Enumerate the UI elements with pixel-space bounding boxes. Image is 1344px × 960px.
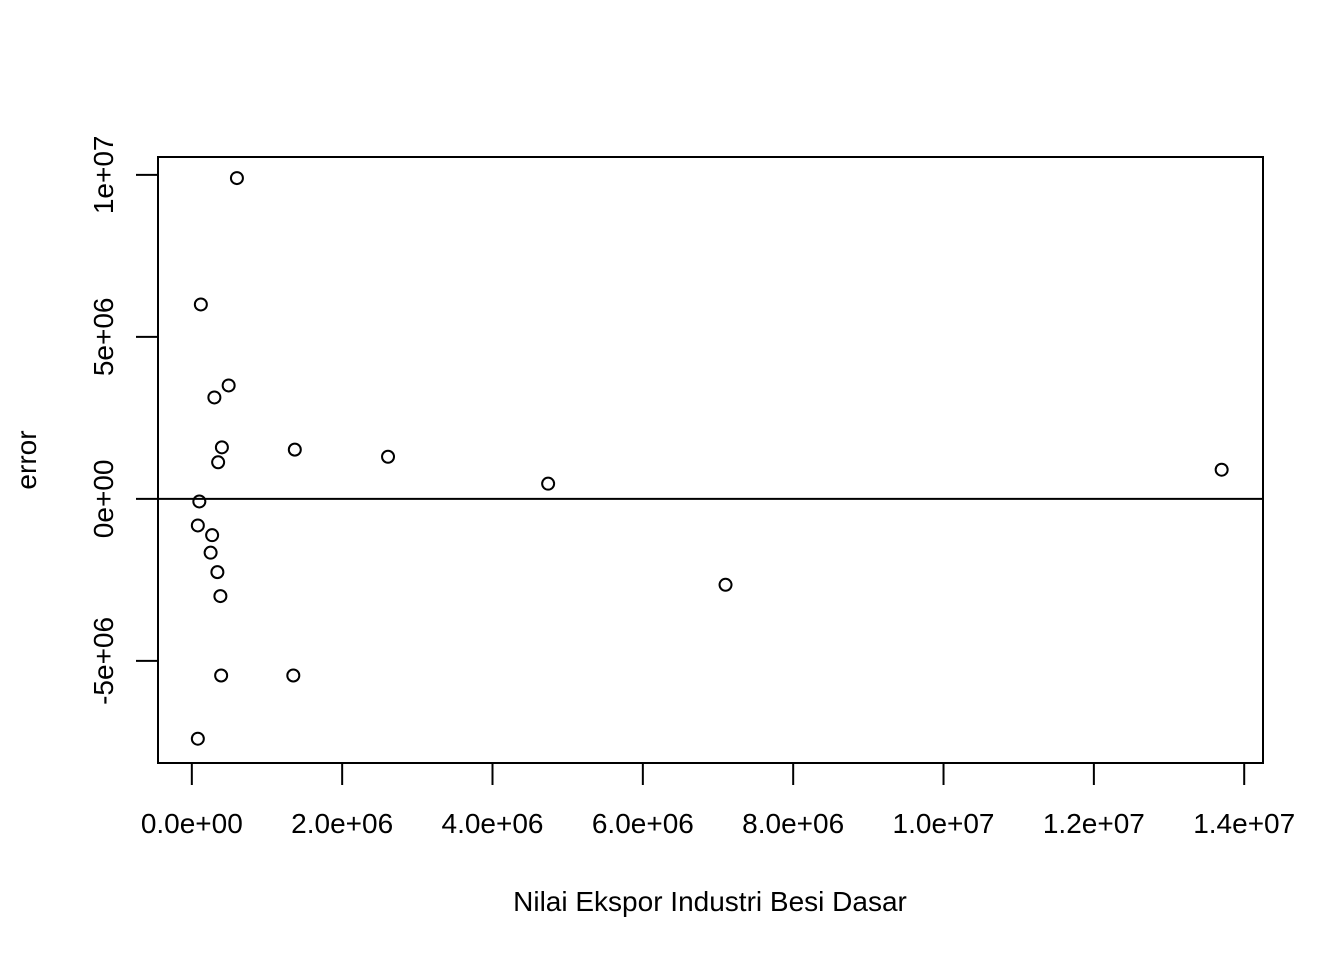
data-point bbox=[203, 545, 218, 560]
data-point bbox=[193, 297, 208, 312]
y-tick-label: 5e+06 bbox=[88, 298, 119, 377]
data-point bbox=[541, 476, 556, 491]
data-point bbox=[287, 442, 302, 457]
x-tick-label: 8.0e+06 bbox=[742, 808, 844, 839]
data-point bbox=[207, 390, 222, 405]
x-tick-label: 2.0e+06 bbox=[291, 808, 393, 839]
x-tick-label: 1.2e+07 bbox=[1043, 808, 1145, 839]
data-point bbox=[381, 449, 396, 464]
data-point bbox=[214, 440, 229, 455]
data-point bbox=[205, 528, 220, 543]
x-tick-label: 1.0e+07 bbox=[893, 808, 995, 839]
y-tick-label: 1e+07 bbox=[88, 136, 119, 215]
y-tick-label: -5e+06 bbox=[88, 617, 119, 705]
x-axis: 0.0e+00 2.0e+06 4.0e+06 6.0e+06 8.0e+06 1.0e+… bbox=[141, 762, 1295, 839]
data-point bbox=[229, 171, 244, 186]
x-tick-label: 4.0e+06 bbox=[442, 808, 544, 839]
data-point bbox=[221, 378, 236, 393]
data-point bbox=[211, 455, 226, 470]
data-point bbox=[1214, 462, 1229, 477]
y-tick-label: 0e+00 bbox=[88, 460, 119, 539]
data-point bbox=[286, 668, 301, 683]
x-axis-label: Nilai Ekspor Industri Besi Dasar bbox=[513, 886, 907, 917]
x-tick-label: 1.4e+07 bbox=[1193, 808, 1295, 839]
data-point bbox=[190, 731, 205, 746]
data-point bbox=[192, 494, 207, 509]
x-tick-label: 6.0e+06 bbox=[592, 808, 694, 839]
data-point bbox=[190, 518, 205, 533]
data-point bbox=[718, 577, 733, 592]
y-axis-label: error bbox=[11, 430, 42, 489]
x-tick-label: 0.0e+00 bbox=[141, 808, 243, 839]
y-axis: -5e+06 0e+00 5e+06 1e+07 bbox=[88, 136, 159, 705]
data-points bbox=[190, 171, 1229, 746]
data-point bbox=[214, 668, 229, 683]
data-point bbox=[213, 589, 228, 604]
data-point bbox=[210, 565, 225, 580]
plot-frame bbox=[157, 156, 1264, 764]
